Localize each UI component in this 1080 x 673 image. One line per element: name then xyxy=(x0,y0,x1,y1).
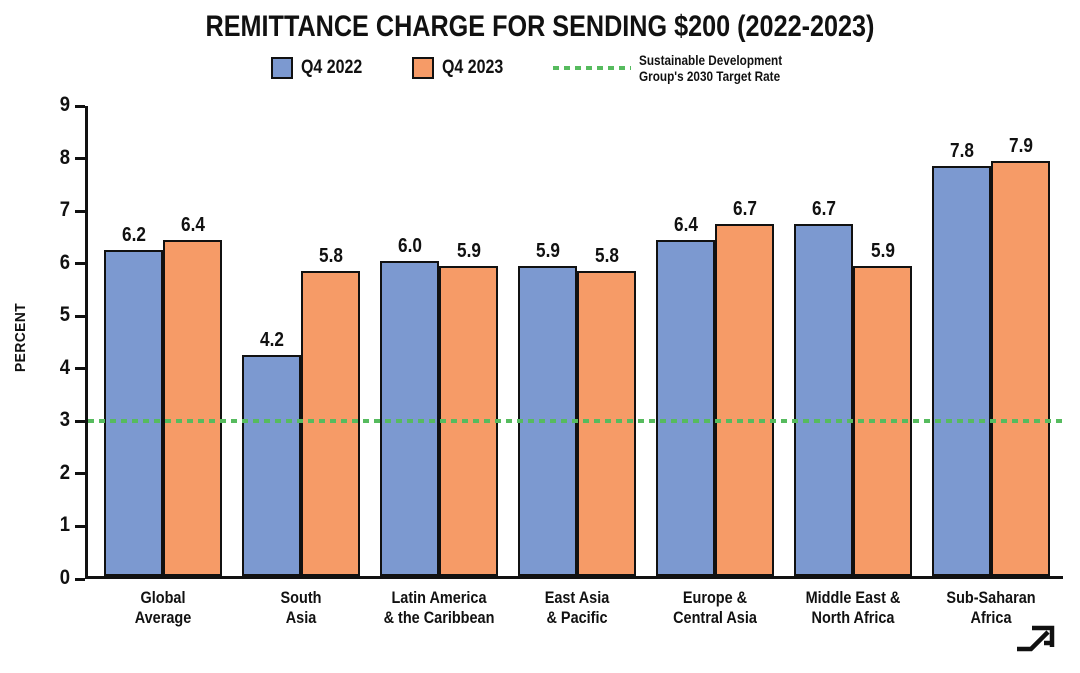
value-label: 4.2 xyxy=(259,329,284,352)
category-label-line: Africa xyxy=(970,608,1012,628)
y-tick-mark xyxy=(75,419,85,423)
y-tick-label: 9 xyxy=(59,93,70,116)
value-label: 5.9 xyxy=(535,239,560,262)
bar-q4-2022 xyxy=(932,166,991,576)
bar-q4-2022 xyxy=(794,224,853,576)
value-label: 6.4 xyxy=(673,213,698,236)
target-rate-dash-icon xyxy=(552,66,631,71)
trend-arrow-icon xyxy=(1017,625,1055,652)
y-tick-label: 3 xyxy=(59,408,70,432)
bar-q4-2023 xyxy=(301,271,360,576)
category-label-line: & the Caribbean xyxy=(383,608,495,628)
category-label-line: South xyxy=(280,588,322,607)
value-label: 7.8 xyxy=(949,140,974,163)
legend-item-q4-2022: Q4 2022 xyxy=(270,57,374,80)
value-label: 6.2 xyxy=(121,224,146,247)
target-rate-line2: Group's 2030 Target Rate xyxy=(638,68,780,85)
y-tick-mark xyxy=(75,157,85,161)
category-label-line: Middle East & xyxy=(805,588,901,607)
category-label-line: Asia xyxy=(285,608,317,628)
category-label: Global Average xyxy=(95,588,231,628)
target-rate-line1: Sustainable Development xyxy=(638,52,782,68)
y-tick-label: 8 xyxy=(59,145,70,169)
bar-q4-2023 xyxy=(991,161,1050,576)
legend-label-target-rate: Sustainable Development Group's 2030 Tar… xyxy=(639,52,782,84)
category-label-line: East Asia xyxy=(544,588,610,607)
category-label: Europe & Central Asia xyxy=(647,588,783,628)
value-label: 6.7 xyxy=(732,197,757,220)
y-tick-label: 7 xyxy=(59,198,70,222)
category-label-line: Sub-Saharan xyxy=(946,588,1036,607)
y-tick-label: 5 xyxy=(59,303,70,327)
bar-q4-2022 xyxy=(656,240,715,576)
y-tick-mark xyxy=(75,314,85,318)
value-label: 5.8 xyxy=(594,245,619,268)
y-tick-mark xyxy=(75,104,85,108)
value-label: 7.9 xyxy=(1008,134,1033,157)
category-label: Sub-Saharan Africa xyxy=(923,588,1059,628)
value-label: 5.9 xyxy=(456,239,481,262)
bar-q4-2022 xyxy=(380,261,439,576)
y-tick-label: 2 xyxy=(59,460,70,484)
legend-label-q4-2023: Q4 2023 xyxy=(441,57,504,79)
y-tick-mark xyxy=(75,577,85,581)
category-label: Middle East & North Africa xyxy=(785,588,921,628)
target-rate-line xyxy=(88,419,1063,424)
legend-item-q4-2023: Q4 2023 xyxy=(411,57,515,80)
category-label: Latin America & the Caribbean xyxy=(371,588,507,628)
legend-item-target-rate: Sustainable Development Group's 2030 Tar… xyxy=(552,52,809,84)
category-label: East Asia & Pacific xyxy=(509,588,645,628)
category-label-line: North Africa xyxy=(811,608,895,628)
bar-q4-2023 xyxy=(577,271,636,576)
category-label-line: Global xyxy=(140,588,186,607)
value-label: 6.0 xyxy=(397,234,422,257)
y-tick-mark xyxy=(75,209,85,213)
value-label: 5.9 xyxy=(870,239,895,262)
value-label: 5.8 xyxy=(318,245,343,268)
y-tick-mark xyxy=(75,367,85,371)
bar-q4-2022 xyxy=(104,250,163,576)
category-label: South Asia xyxy=(233,588,369,628)
category-label-line: & Pacific xyxy=(546,608,608,628)
q4-2022-swatch-icon xyxy=(270,57,293,80)
category-label-line: Average xyxy=(134,608,192,628)
y-axis-title: PERCENT xyxy=(12,302,29,372)
y-tick-label: 0 xyxy=(59,566,70,589)
q4-2023-swatch-icon xyxy=(411,57,434,80)
category-label-line: Europe & xyxy=(682,588,748,607)
y-tick-mark xyxy=(75,262,85,266)
y-tick-mark xyxy=(75,472,85,476)
value-label: 6.4 xyxy=(180,213,205,236)
category-label-line: Central Asia xyxy=(673,608,757,628)
chart-title: REMITTANCE CHARGE FOR SENDING $200 (2022… xyxy=(205,10,875,43)
bar-q4-2022 xyxy=(242,355,301,576)
plot-area: 0 1 2 3 4 5 6 7 8 9 6.2 6.4 Global Average 4.2 5.8 South… xyxy=(60,93,1063,627)
bar-q4-2023 xyxy=(163,240,222,576)
legend-label-q4-2022: Q4 2022 xyxy=(300,57,363,79)
bar-q4-2023 xyxy=(715,224,774,576)
y-tick-label: 1 xyxy=(59,513,70,537)
y-tick-label: 4 xyxy=(59,355,70,379)
y-tick-label: 6 xyxy=(59,250,70,274)
legend: Q4 2022 Q4 2023 Sustainable Development … xyxy=(0,52,1080,84)
category-label-line: Latin America xyxy=(391,588,487,607)
y-tick-mark xyxy=(75,524,85,528)
value-label: 6.7 xyxy=(811,197,836,220)
